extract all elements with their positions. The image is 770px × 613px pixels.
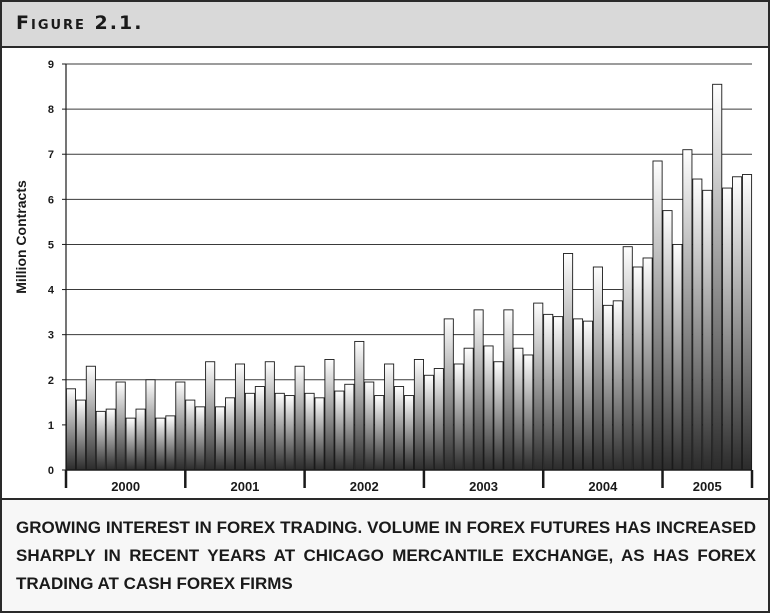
bar [493, 361, 504, 471]
bar [125, 417, 136, 471]
bar [513, 347, 524, 471]
bar [244, 392, 255, 471]
y-tick-label: 8 [48, 104, 54, 116]
bar [652, 160, 663, 471]
bar [95, 410, 106, 471]
chart-area: 0 1 2 3 4 5 6 7 8 9 2000 2001 2002 2003 2004 2005 Milli… [2, 48, 768, 498]
bar [433, 368, 444, 471]
x-tick-label: 2004 [588, 479, 618, 494]
bar [344, 383, 355, 471]
bar [672, 243, 683, 471]
bar [563, 253, 574, 471]
bar [215, 406, 226, 471]
bar [254, 386, 265, 471]
bar [185, 399, 196, 471]
bar [205, 361, 216, 471]
x-tick-label: 2000 [111, 479, 140, 494]
bar [692, 178, 703, 471]
bar [304, 392, 315, 471]
bar [394, 386, 405, 471]
bar [195, 406, 206, 471]
bar [473, 309, 484, 471]
bar [632, 266, 643, 471]
x-tick-label: 2002 [350, 479, 379, 494]
bar [582, 320, 593, 471]
bar [274, 392, 285, 471]
bar [453, 363, 464, 471]
figure-header: Figure 2.1. [2, 2, 768, 48]
bar-chart: 0 1 2 3 4 5 6 7 8 9 2000 2001 2002 2003 2004 2005 Milli… [13, 59, 754, 494]
bar [722, 187, 733, 471]
bar [553, 316, 564, 471]
bar [612, 300, 623, 471]
bar [354, 340, 365, 471]
bar [225, 397, 236, 471]
bar [523, 354, 534, 471]
bar [572, 318, 584, 471]
bar [294, 365, 305, 471]
y-tick-label: 2 [48, 375, 54, 387]
bar [423, 374, 434, 471]
bar [264, 361, 275, 471]
bar [334, 390, 345, 471]
bar [463, 347, 474, 471]
y-tick-label: 7 [48, 149, 54, 161]
bar [533, 302, 544, 471]
bar [234, 363, 246, 471]
bar [742, 174, 753, 471]
bar [115, 381, 126, 471]
bar [413, 359, 424, 471]
bar [682, 149, 693, 471]
bar [314, 397, 325, 471]
bar [662, 210, 673, 471]
bar [65, 388, 77, 471]
bar [284, 395, 295, 471]
bar [135, 408, 146, 471]
y-tick-label: 1 [48, 420, 54, 432]
bar [364, 381, 375, 471]
bar [374, 395, 385, 471]
bar [155, 417, 166, 471]
bar [324, 359, 335, 471]
figure-label: Figure 2.1. [16, 12, 144, 34]
y-axis-label: Million Contracts [13, 180, 29, 294]
y-tick-label: 4 [48, 285, 55, 297]
bar [145, 379, 156, 471]
figure-caption: Growing interest in forex trading. Volum… [16, 518, 756, 593]
y-tick-label: 6 [48, 194, 54, 206]
caption-divider [2, 498, 768, 500]
bar [592, 266, 603, 471]
bar [165, 415, 176, 471]
y-tick-label: 5 [48, 239, 54, 251]
bar [105, 408, 116, 471]
bar [642, 257, 653, 471]
bar [384, 363, 395, 471]
bar [403, 395, 415, 471]
x-tick-label: 2005 [693, 479, 722, 494]
bar [712, 83, 723, 471]
bar [75, 399, 86, 471]
y-tick-label: 9 [48, 59, 54, 71]
y-tick-label: 0 [48, 465, 54, 477]
x-tick-label: 2003 [469, 479, 498, 494]
bar [443, 318, 454, 471]
bar [702, 189, 713, 471]
y-tick-label: 3 [48, 330, 54, 342]
bar [503, 309, 514, 471]
bar [175, 381, 186, 471]
bar [483, 345, 494, 471]
bar [732, 176, 743, 471]
bar [602, 304, 613, 471]
bar [85, 365, 96, 471]
bar [622, 246, 633, 471]
x-tick-label: 2001 [230, 479, 259, 494]
bar [543, 313, 554, 471]
